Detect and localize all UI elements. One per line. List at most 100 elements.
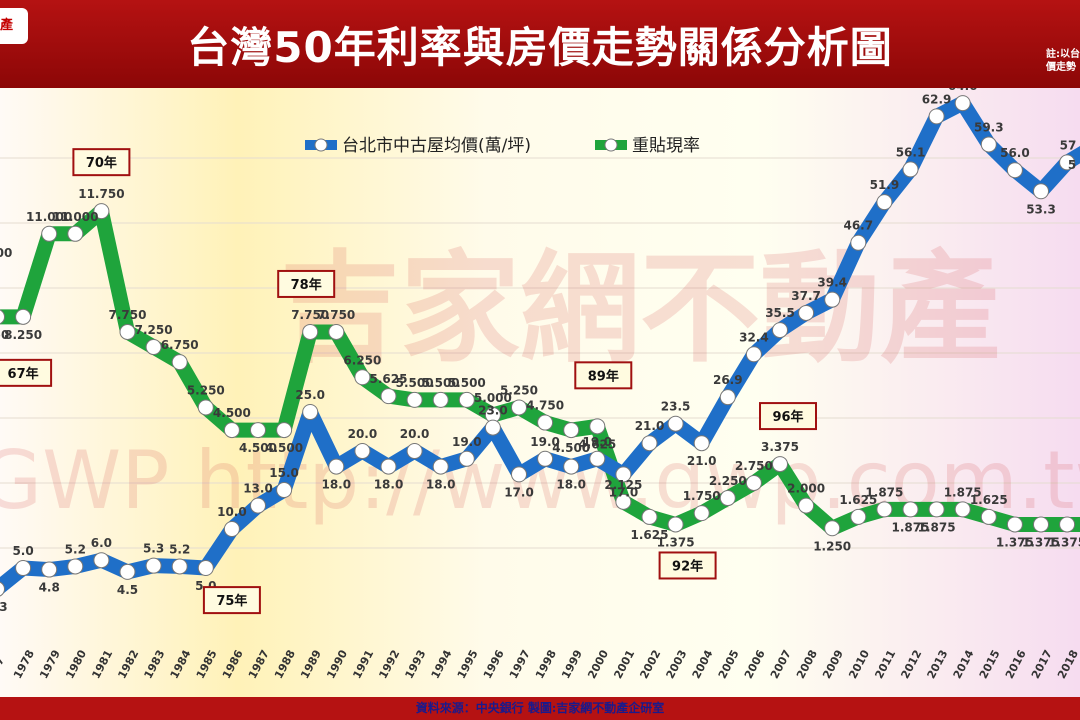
legend-marker bbox=[604, 138, 618, 152]
point-price-2008 bbox=[798, 304, 815, 321]
gridlines bbox=[0, 157, 1080, 549]
point-rate-1982 bbox=[119, 323, 136, 340]
label-price-1983: 5.3 bbox=[143, 542, 164, 556]
label-rate-2015: 1.625 bbox=[970, 493, 1008, 507]
label-rate-2010: 1.625 bbox=[839, 493, 877, 507]
plot-background bbox=[0, 88, 1080, 697]
note-line-1: 註:以台 bbox=[1046, 49, 1080, 60]
label-rate-1983: 7.250 bbox=[135, 323, 173, 337]
label-price-1988: 15.0 bbox=[269, 466, 299, 480]
label-price-1986: 10.0 bbox=[217, 505, 247, 519]
era-label: 75年 bbox=[216, 593, 247, 609]
legend-label: 重貼現率 bbox=[632, 136, 700, 156]
point-price-2017 bbox=[1033, 183, 1049, 200]
point-rate-1997 bbox=[511, 399, 527, 416]
point-price-1987 bbox=[250, 497, 266, 514]
point-rate-2017 bbox=[1033, 516, 1049, 533]
point-rate-2011 bbox=[876, 501, 893, 518]
series-points bbox=[0, 95, 1076, 597]
era-box bbox=[72, 148, 131, 177]
era-box bbox=[658, 551, 717, 580]
point-price-1984 bbox=[171, 558, 188, 575]
label-price-1989: 25.0 bbox=[295, 388, 325, 402]
label-price-1997: 17.0 bbox=[504, 485, 534, 499]
legend-item: 台北市中古屋均價(萬/坪) bbox=[305, 136, 531, 156]
line-chart: 吉家網不動產 GWP http://www.gwp.com.tw 2.35.04… bbox=[0, 88, 1080, 697]
label-price-1982: 4.5 bbox=[117, 583, 138, 597]
point-rate-2012 bbox=[902, 501, 919, 518]
label-price-2004: 21.0 bbox=[687, 454, 717, 468]
era-marker-75年: 75年 bbox=[202, 586, 261, 615]
label-rate-1998: 4.750 bbox=[526, 399, 564, 413]
label-price-1984: 5.2 bbox=[169, 542, 190, 556]
label-extra-0: 00 bbox=[0, 246, 12, 260]
label-price-2006: 32.4 bbox=[739, 330, 769, 344]
point-rate-1980 bbox=[67, 225, 84, 242]
point-price-1998 bbox=[537, 450, 554, 467]
point-rate-1990 bbox=[328, 323, 345, 340]
label-rate-2016: 1.375 bbox=[996, 535, 1034, 549]
label-rate-1991: 6.250 bbox=[343, 353, 381, 367]
label-price-2008: 37.7 bbox=[791, 289, 821, 303]
label-price-2019: 5 bbox=[1068, 158, 1076, 172]
label-price-1978: 5.0 bbox=[12, 544, 33, 558]
point-price-1999 bbox=[563, 458, 580, 475]
point-rate-1991 bbox=[354, 369, 371, 386]
point-price-2018 bbox=[1059, 154, 1076, 171]
point-rate-2016 bbox=[1006, 516, 1023, 533]
point-rate-2004 bbox=[693, 505, 710, 522]
data-labels: 2.35.04.85.26.04.55.35.25.010.013.015.02… bbox=[0, 88, 1080, 614]
label-rate-2002: 1.625 bbox=[631, 528, 669, 542]
label-price-2018: 57 bbox=[1060, 138, 1077, 152]
point-price-1991 bbox=[354, 443, 371, 459]
point-rate-1995 bbox=[458, 391, 475, 408]
label-price-2013: 62.9 bbox=[922, 92, 952, 106]
point-price-1988 bbox=[276, 482, 293, 498]
label-price-1998: 19.0 bbox=[530, 435, 560, 449]
point-price-1982 bbox=[119, 563, 136, 580]
label-price-2000: 19.0 bbox=[582, 435, 612, 449]
point-rate-1987 bbox=[250, 422, 266, 439]
label-rate-2004: 1.750 bbox=[683, 489, 721, 503]
label-price-2010: 46.7 bbox=[843, 219, 873, 233]
page-title: 台灣50年利率與房價走勢關係分析圖 bbox=[187, 23, 893, 72]
era-marker-67年: 67年 bbox=[0, 358, 53, 387]
point-rate-2008 bbox=[798, 497, 815, 514]
label-rate-2000: 4.625 bbox=[578, 437, 616, 451]
point-price-2004 bbox=[693, 435, 710, 452]
era-box bbox=[277, 269, 336, 298]
point-rate-2007 bbox=[772, 456, 788, 473]
label-rate-2012: 1.875 bbox=[892, 520, 930, 534]
label-rate-1989: 7.750 bbox=[291, 308, 329, 322]
label-rate-1984: 6.750 bbox=[161, 338, 199, 352]
label-price-1987: 13.0 bbox=[243, 482, 273, 496]
label-rate-2014: 1.875 bbox=[944, 485, 982, 499]
label-price-1994: 18.0 bbox=[426, 478, 456, 492]
point-price-2001 bbox=[615, 466, 632, 483]
era-label: 89年 bbox=[588, 368, 619, 384]
era-box bbox=[0, 358, 53, 387]
point-rate-1981 bbox=[93, 203, 110, 220]
point-rate-2010 bbox=[850, 508, 867, 525]
point-rate-2013 bbox=[928, 501, 945, 518]
point-price-1992 bbox=[380, 458, 397, 475]
point-price-2003 bbox=[667, 415, 684, 432]
point-price-1997 bbox=[511, 466, 527, 483]
label-price-1996: 23.0 bbox=[478, 404, 508, 418]
point-rate-2001 bbox=[615, 493, 632, 510]
label-rate-2005: 2.250 bbox=[709, 474, 747, 488]
label-price-2002: 21.0 bbox=[635, 419, 665, 433]
legend-label: 台北市中古屋均價(萬/坪) bbox=[342, 136, 531, 156]
x-tick-1977: 77 bbox=[0, 655, 7, 675]
point-price-2015 bbox=[980, 136, 997, 153]
point-rate-1999 bbox=[563, 422, 580, 439]
label-rate-2006: 2.750 bbox=[735, 459, 773, 473]
label-price-2007: 35.5 bbox=[765, 306, 795, 320]
label-rate-1990: 7.750 bbox=[317, 308, 355, 322]
label-rate-1986: 4.500 bbox=[213, 406, 251, 420]
point-rate-1978 bbox=[15, 308, 32, 325]
label-rate-1979: 11.000 bbox=[26, 210, 72, 224]
point-rate-2002 bbox=[641, 508, 658, 525]
point-price-1995 bbox=[458, 450, 475, 467]
era-box bbox=[759, 402, 817, 431]
